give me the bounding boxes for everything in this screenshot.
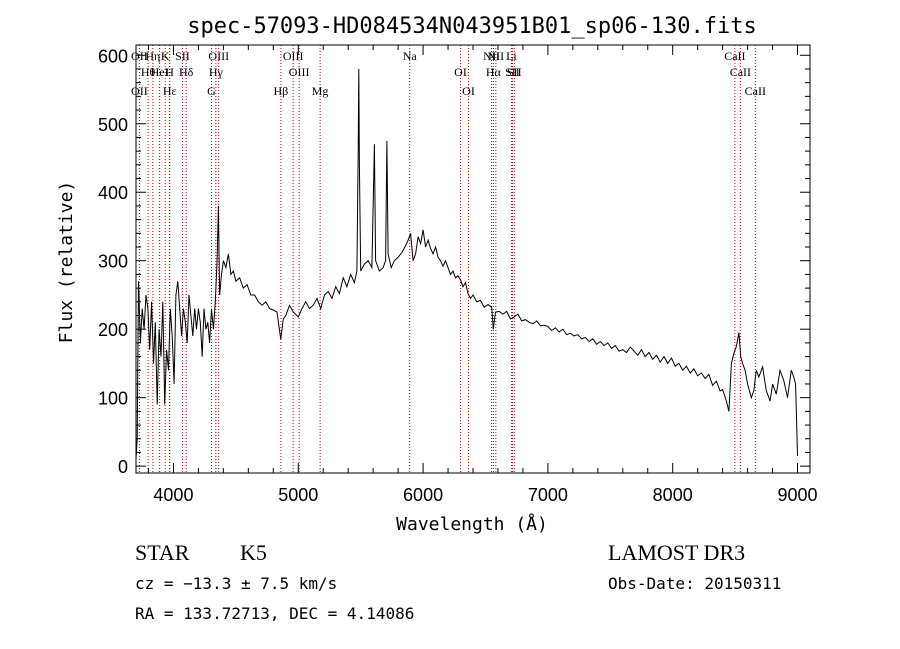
spectral-line-label: OII [131, 49, 148, 63]
spectral-line-label: Hη [145, 49, 160, 63]
y-tick-label: 600 [98, 46, 128, 66]
spectral-line-label: SII [175, 49, 190, 63]
spectral-line-label: G [207, 84, 216, 98]
x-tick-label: 7000 [528, 485, 568, 505]
spectral-line-labels: OIIHθHηHeIKHSIIHδOIIIHγOIIIOIIINaOINIIHα… [131, 49, 766, 98]
spectral-line-label: OIII [289, 65, 310, 79]
spectral-line-label: Mg [312, 84, 329, 98]
spectral-line-label: OIII [283, 49, 304, 63]
spectral-line-label: HeI [151, 65, 169, 79]
x-tick-label: 6000 [403, 485, 443, 505]
x-tick-label: 9000 [777, 485, 817, 505]
y-tick-label: 100 [98, 389, 128, 409]
spectral-line-label: CaII [745, 84, 766, 98]
spectral-line-markers [138, 45, 756, 473]
object-subclass: K5 [240, 540, 267, 565]
spectral-line-label: OI [454, 65, 467, 79]
spectral-line-label: SII [507, 65, 522, 79]
spectral-line-label: CaII [730, 65, 751, 79]
spectral-line-label: Hβ [274, 84, 289, 98]
y-axis: 0 100 200 300 400 500 600 [98, 46, 810, 477]
spectral-line-label: OIII [208, 49, 229, 63]
redshift-cz: cz = −13.3 ± 7.5 km/s [135, 574, 338, 593]
spectral-line-label: Hε [163, 84, 177, 98]
x-axis: 4000 5000 6000 7000 8000 9000 [147, 45, 818, 505]
plot-frame [135, 44, 811, 474]
y-tick-label: 200 [98, 320, 128, 340]
chart-title: spec-57093-HD084534N043951B01_sp06-130.f… [187, 14, 757, 39]
spectral-line-label: Li [506, 49, 517, 63]
x-tick-label: 4000 [153, 485, 193, 505]
spectrum-line [135, 68, 798, 460]
y-tick-label: 400 [98, 183, 128, 203]
y-tick-label: 0 [118, 457, 128, 477]
spectral-line-label: OII [131, 84, 148, 98]
y-tick-label: 300 [98, 252, 128, 272]
x-axis-label: Wavelength (Å) [396, 513, 548, 535]
survey-name: LAMOST DR3 [608, 540, 746, 565]
spectral-line-label: Na [403, 49, 418, 63]
sky-coordinates: RA = 133.72713, DEC = 4.14086 [135, 604, 415, 623]
object-class: STAR [135, 540, 190, 565]
y-tick-label: 500 [98, 115, 128, 135]
spectral-line-label: OI [462, 84, 475, 98]
spectral-line-label: Hγ [209, 65, 224, 79]
spectral-line-label: K [161, 49, 170, 63]
y-axis-label: Flux (relative) [56, 181, 77, 344]
spectral-line-label: Hδ [179, 65, 194, 79]
spectral-line-label: NII [488, 49, 505, 63]
x-tick-label: 5000 [278, 485, 318, 505]
observation-date: Obs-Date: 20150311 [608, 574, 782, 593]
spectral-line-label: Hθ [141, 65, 156, 79]
spectral-line-label: NII [483, 49, 500, 63]
spectral-line-label: SII [505, 65, 520, 79]
spectral-line-label: CaII [724, 49, 745, 63]
spectral-line-label: Hα [486, 65, 502, 79]
x-tick-label: 8000 [653, 485, 693, 505]
spectral-line-label: H [165, 65, 174, 79]
